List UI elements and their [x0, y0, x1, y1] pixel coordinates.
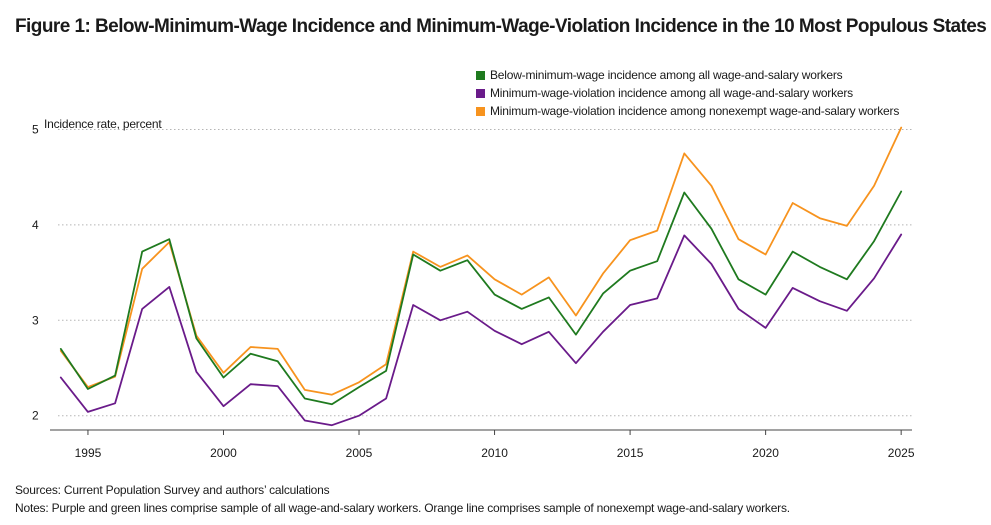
legend-item-violation-nonexempt: Minimum-wage-violation incidence among n… — [476, 102, 899, 120]
chart-title: Figure 1: Below-Minimum-Wage Incidence a… — [15, 16, 987, 37]
series-line-0 — [59, 190, 903, 406]
y-tick-label: 4 — [32, 218, 39, 232]
y-axis-title: Incidence rate, percent — [44, 117, 162, 131]
chart-legend: Below-minimum-wage incidence among all w… — [476, 66, 899, 120]
legend-item-below-minimum-wage-all: Below-minimum-wage incidence among all w… — [476, 66, 899, 84]
x-tick-label: 1995 — [75, 446, 102, 460]
x-tick-label: 2010 — [481, 446, 508, 460]
legend-swatch-purple — [476, 88, 485, 98]
line-chart: 2 3 4 5 1995 2000 2005 2010 2015 2020 2025 — [32, 123, 915, 460]
y-tick-label: 5 — [32, 123, 39, 137]
legend-item-violation-all: Minimum-wage-violation incidence among a… — [476, 84, 899, 102]
x-tick-label: 2025 — [888, 446, 915, 460]
footnote-notes: Notes: Purple and green lines comprise s… — [15, 501, 790, 515]
y-tick-label: 2 — [32, 409, 39, 423]
y-tick-label: 3 — [32, 313, 39, 327]
series-line-2 — [59, 126, 903, 396]
legend-swatch-orange — [476, 106, 485, 116]
x-tick-label: 2015 — [617, 446, 644, 460]
legend-label: Minimum-wage-violation incidence among a… — [490, 86, 853, 100]
legend-label: Minimum-wage-violation incidence among n… — [490, 104, 900, 118]
x-tick-label: 2000 — [210, 446, 237, 460]
series-line-1 — [59, 233, 903, 427]
legend-swatch-green — [476, 70, 485, 80]
footnote-sources: Sources: Current Population Survey and a… — [15, 483, 330, 497]
x-tick-label: 2020 — [752, 446, 779, 460]
legend-label: Below-minimum-wage incidence among all w… — [490, 68, 843, 82]
x-tick-label: 2005 — [346, 446, 373, 460]
